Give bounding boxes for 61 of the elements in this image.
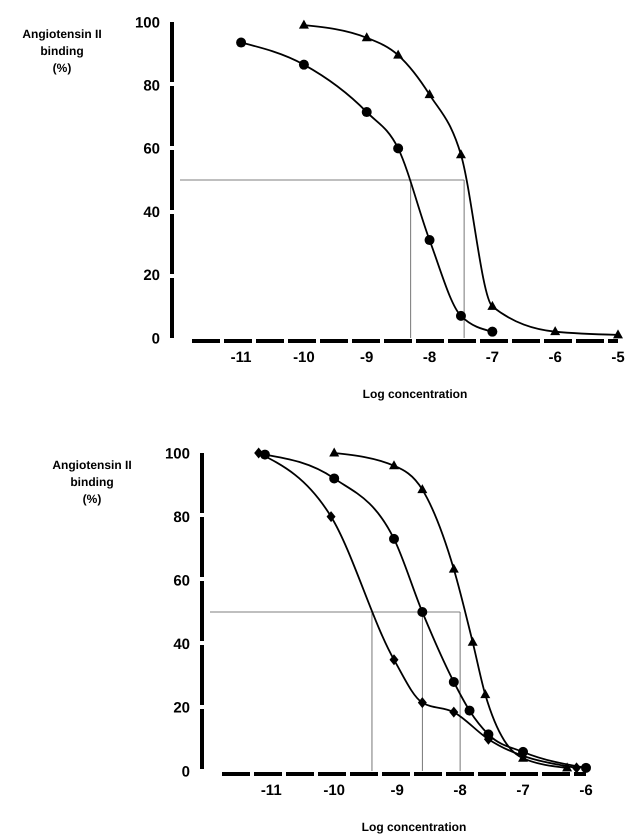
point bbox=[424, 235, 435, 246]
point bbox=[613, 329, 623, 338]
point bbox=[468, 636, 478, 646]
x-tick-label: -10 bbox=[293, 349, 315, 366]
x-tick-label: -5 bbox=[611, 349, 625, 366]
y-tick-label: 60 bbox=[173, 572, 190, 590]
x-axis-title: Log concentration bbox=[362, 387, 468, 401]
x-tick-label: -6 bbox=[548, 349, 562, 366]
point bbox=[389, 534, 399, 544]
point bbox=[456, 149, 466, 158]
point bbox=[362, 107, 372, 118]
y-tick-label: 0 bbox=[182, 763, 190, 780]
point bbox=[329, 448, 340, 456]
x-axis-title: Log concentration bbox=[362, 820, 466, 834]
y-tick-label: 40 bbox=[173, 636, 190, 654]
point bbox=[329, 473, 340, 484]
point bbox=[417, 607, 428, 617]
point bbox=[572, 762, 582, 774]
x-tick-label: -9 bbox=[390, 782, 404, 799]
point bbox=[456, 310, 466, 321]
x-tick-label: -10 bbox=[323, 782, 346, 799]
x-tick-label: -9 bbox=[360, 349, 374, 366]
point bbox=[448, 564, 459, 573]
point bbox=[418, 697, 427, 708]
x-tick-label: -7 bbox=[486, 349, 500, 366]
y-axis-title: Angiotensin II binding (%) bbox=[22, 27, 102, 75]
point bbox=[298, 20, 309, 29]
point bbox=[393, 143, 404, 154]
x-tick-label: -11 bbox=[230, 349, 252, 366]
point bbox=[464, 706, 475, 716]
y-tick-label: 80 bbox=[143, 77, 160, 94]
point bbox=[326, 511, 336, 522]
point bbox=[581, 762, 591, 773]
point bbox=[393, 50, 404, 59]
point bbox=[424, 89, 435, 98]
point bbox=[487, 300, 498, 310]
x-tick-label: -11 bbox=[260, 782, 282, 799]
y-tick-label: 40 bbox=[143, 204, 160, 221]
y-tick-label: 20 bbox=[173, 700, 190, 717]
point bbox=[389, 460, 399, 470]
point bbox=[480, 689, 490, 698]
y-axis-title: Angiotensin II binding (%) bbox=[52, 458, 132, 506]
point bbox=[448, 676, 459, 687]
y-tick-label: 60 bbox=[143, 140, 160, 158]
point bbox=[390, 654, 398, 666]
point bbox=[449, 706, 458, 718]
y-tick-label: 0 bbox=[152, 330, 160, 348]
point bbox=[298, 60, 309, 70]
y-tick-label: 100 bbox=[134, 14, 160, 32]
y-tick-label: 80 bbox=[173, 508, 190, 526]
point bbox=[487, 326, 498, 337]
y-tick-label: 100 bbox=[164, 445, 190, 462]
x-tick-label: -8 bbox=[453, 782, 467, 799]
point bbox=[362, 32, 372, 42]
point bbox=[550, 326, 560, 336]
point bbox=[417, 484, 428, 494]
x-tick-label: -8 bbox=[422, 349, 436, 366]
y-tick-label: 20 bbox=[143, 267, 160, 284]
x-tick-label: -6 bbox=[579, 782, 593, 799]
x-tick-label: -7 bbox=[516, 782, 530, 799]
point bbox=[236, 38, 246, 48]
